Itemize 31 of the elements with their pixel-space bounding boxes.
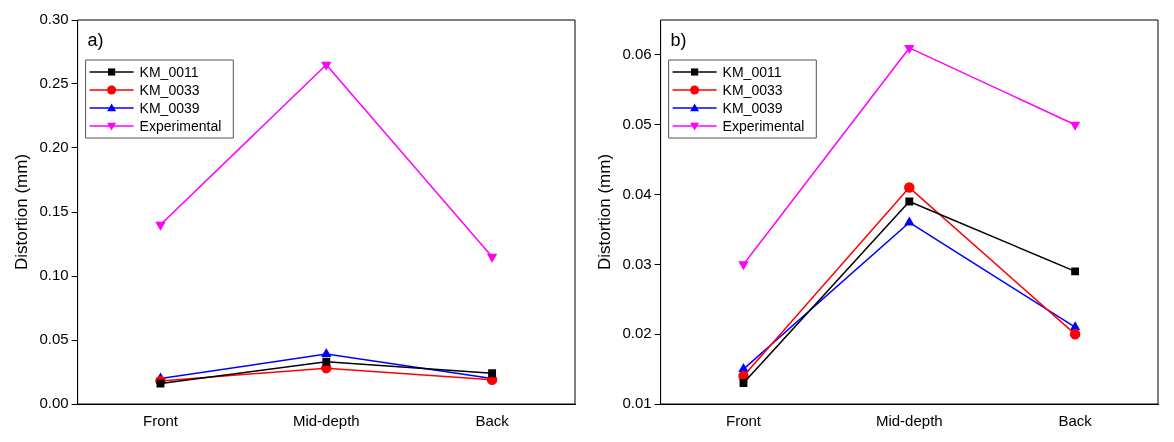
y-tick-label: 0.15 — [39, 202, 69, 220]
x-tick-label: Back — [1058, 412, 1093, 430]
legend-label: KM_0011 — [139, 63, 199, 80]
y-tick-label: 0.10 — [39, 266, 69, 284]
legend-label: KM_0039 — [722, 99, 783, 116]
y-tick-label: 0.05 — [39, 330, 69, 348]
x-tick-label: Mid-depth — [875, 412, 943, 430]
annotation: b) — [670, 29, 687, 50]
legend-label: KM_0039 — [139, 99, 200, 116]
x-tick-label: Front — [725, 412, 762, 430]
y-tick-label: 0.20 — [39, 138, 69, 156]
legend-label: KM_0033 — [722, 81, 783, 98]
y-tick-label: 0.03 — [622, 254, 652, 272]
y-tick-label: 0.06 — [622, 45, 652, 63]
legend-label: Experimental — [139, 117, 222, 134]
y-tick-label: 0.05 — [622, 114, 652, 132]
y-tick-label: 0.02 — [622, 324, 652, 342]
y-tick-label: 0.25 — [39, 74, 69, 92]
legend-label: KM_0033 — [139, 81, 200, 98]
legend-label: Experimental — [722, 117, 805, 134]
x-tick-label: Back — [475, 412, 510, 430]
legend-label: KM_0011 — [722, 63, 782, 80]
x-tick-label: Mid-depth — [292, 412, 360, 430]
x-tick-label: Front — [142, 412, 179, 430]
y-axis-title: Distortion (mm) — [594, 153, 614, 271]
annotation: a) — [87, 29, 104, 50]
y-tick-label: 0.04 — [622, 184, 652, 202]
y-tick-label: 0.00 — [39, 394, 69, 412]
y-tick-label: 0.01 — [622, 394, 652, 412]
y-tick-label: 0.30 — [39, 10, 69, 28]
y-axis-title: Distortion (mm) — [11, 153, 31, 271]
